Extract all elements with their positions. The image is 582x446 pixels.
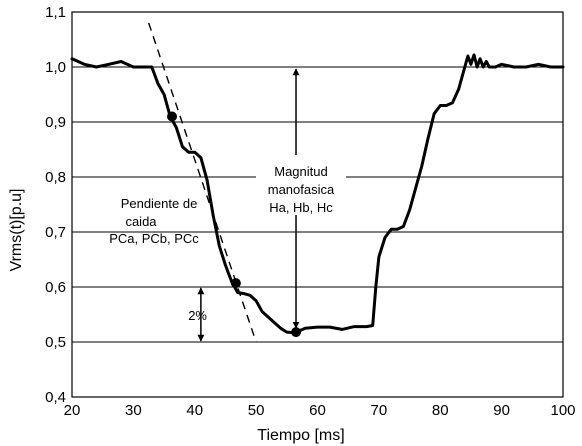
delta-label: 2% [188,308,207,323]
x-tick-label: 40 [186,402,203,419]
y-tick-label: 0,5 [45,334,66,351]
slope-dashed-line [148,22,257,343]
marker-points [167,111,302,338]
magnitud-label-line-1: Magnitud [274,164,327,179]
marker-point [291,327,302,338]
pendiente-label-line-3: PCa, PCb, PCc [109,231,199,246]
pendiente-label-line-2: caida [125,214,157,229]
tick-labels: 0,4 0,5 0,6 0,7 0,8 0,9 1,0 1,1 20 30 40 50 60 70 80 90… [45,4,575,419]
magnitud-label-bg [256,155,346,215]
y-axis-title: Vrms(t)[p.u] [8,189,25,272]
x-tick-label: 20 [64,402,81,419]
x-tick-label: 90 [493,402,510,419]
magnitud-label-line-2: manofasica [268,182,335,197]
x-tick-label: 100 [550,402,575,419]
pendiente-label-line-1: Pendiente de [121,196,198,211]
magnitud-label-line-3: Ha, Hb, Hc [269,200,333,215]
y-tick-label: 0,4 [45,389,66,406]
series-layer [70,53,565,335]
vrms-series-line [70,53,565,335]
x-tick-label: 80 [432,402,449,419]
marker-point [167,111,178,122]
x-tick-label: 70 [371,402,388,419]
y-tick-label: 0,9 [45,114,66,131]
y-tick-label: 1,0 [45,59,66,76]
grid-lines [72,66,563,343]
plot-frame [71,11,564,398]
marker-point [230,278,241,289]
y-tick-label: 1,1 [45,4,66,21]
annotations: Pendiente de caida PCa, PCb, PCc 2% Magn… [109,68,346,342]
y-tick-label: 0,8 [45,169,66,186]
x-axis-title: Tiempo [ms] [257,427,344,444]
y-tick-label: 0,7 [45,224,66,241]
slope-line-layer [148,22,257,343]
x-tick-label: 30 [125,402,142,419]
y-tick-label: 0,6 [45,279,66,296]
x-tick-label: 50 [248,402,265,419]
x-tick-label: 60 [309,402,326,419]
